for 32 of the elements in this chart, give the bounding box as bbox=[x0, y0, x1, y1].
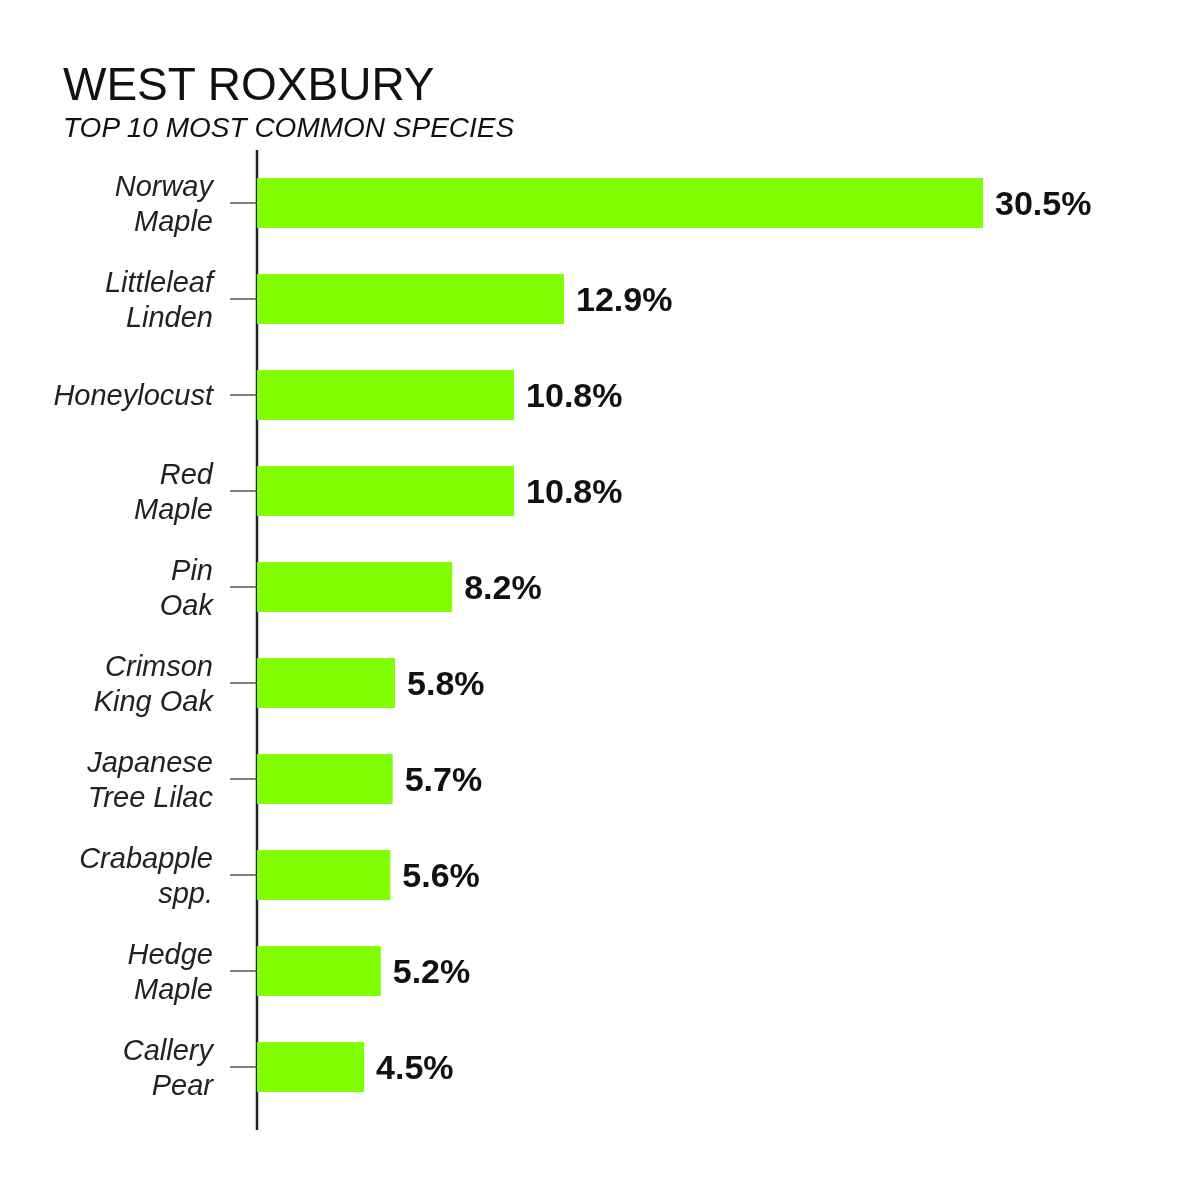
data-label: 5.2% bbox=[392, 952, 471, 990]
bar bbox=[257, 562, 453, 612]
data-label: 10.8% bbox=[526, 376, 623, 414]
bar bbox=[257, 946, 381, 996]
bar bbox=[257, 658, 396, 708]
y-tick-label: Callery Pear bbox=[122, 1033, 215, 1101]
bar bbox=[257, 850, 391, 900]
chart-subtitle: TOP 10 MOST COMMON SPECIES bbox=[63, 112, 515, 143]
bar bbox=[257, 754, 393, 804]
y-tick-label: Hedge Maple bbox=[127, 937, 213, 1005]
bar bbox=[257, 274, 565, 324]
data-label: 5.6% bbox=[402, 856, 480, 894]
data-label: 30.5% bbox=[995, 184, 1092, 222]
data-label: 5.7% bbox=[404, 760, 483, 798]
y-tick-label: Pin Oak bbox=[159, 553, 215, 621]
data-label: 5.8% bbox=[407, 664, 485, 702]
bar bbox=[257, 370, 515, 420]
y-tick-label: Littleleaf Linden bbox=[104, 265, 216, 333]
data-label: 4.5% bbox=[376, 1048, 454, 1086]
data-label: 10.8% bbox=[526, 472, 623, 510]
y-tick-label: Japanese Tree Lilac bbox=[86, 745, 214, 813]
data-label: 12.9% bbox=[576, 280, 673, 318]
y-tick-label: Norway Maple bbox=[114, 169, 215, 237]
bar bbox=[257, 178, 983, 228]
data-label: 8.2% bbox=[464, 568, 542, 606]
y-tick-label: Crimson King Oak bbox=[93, 649, 215, 717]
bar bbox=[257, 466, 515, 516]
y-tick-label: Red Maple bbox=[134, 457, 214, 525]
y-tick-label: Crabapple spp. bbox=[79, 841, 213, 909]
y-tick-label: Honeylocust bbox=[53, 379, 215, 411]
chart-title: WEST ROXBURY bbox=[63, 58, 435, 110]
bar bbox=[257, 1042, 365, 1092]
